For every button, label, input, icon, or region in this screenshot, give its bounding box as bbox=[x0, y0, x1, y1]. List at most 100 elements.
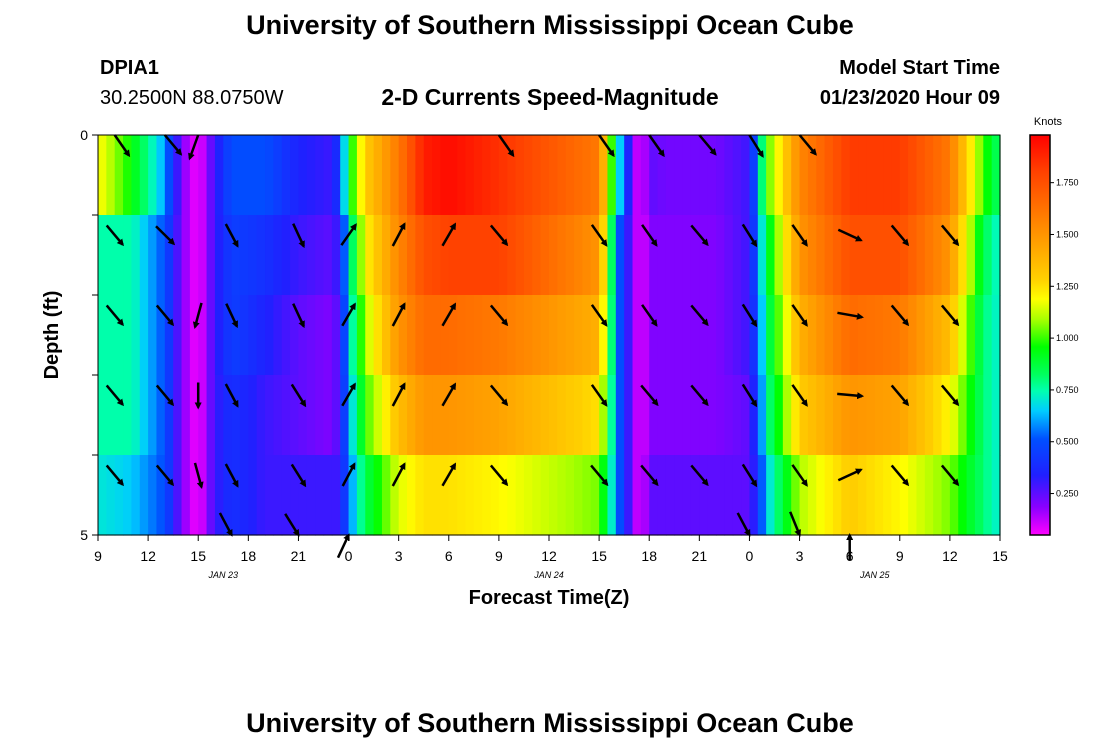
heatmap-cell bbox=[381, 135, 391, 216]
heatmap-cell bbox=[699, 375, 709, 456]
heatmap-cell bbox=[832, 455, 842, 536]
heatmap-cell bbox=[239, 295, 249, 376]
heatmap-cell bbox=[398, 455, 408, 536]
heatmap-cell bbox=[557, 375, 567, 456]
heatmap-cell bbox=[849, 135, 859, 216]
current-vector-arrow bbox=[741, 463, 758, 488]
heatmap-cell bbox=[732, 455, 742, 536]
heatmap-cell bbox=[791, 455, 801, 536]
heatmap-cell bbox=[98, 455, 107, 536]
heatmap-cell bbox=[657, 375, 667, 456]
colorbar-tick-label: 1.750 bbox=[1056, 178, 1079, 188]
heatmap-cell bbox=[457, 455, 467, 536]
heatmap-cell bbox=[874, 455, 884, 536]
heatmap-cell bbox=[448, 135, 458, 216]
heatmap-cell bbox=[782, 295, 792, 376]
heatmap-cell bbox=[590, 135, 600, 216]
heatmap-cell bbox=[181, 295, 191, 376]
heatmap-cell bbox=[214, 375, 224, 456]
heatmap-cell bbox=[716, 455, 725, 536]
heatmap-cell bbox=[206, 295, 216, 376]
heatmap-cell bbox=[206, 375, 216, 456]
heatmap-cell bbox=[448, 295, 458, 376]
heatmap-cell bbox=[741, 455, 751, 536]
heatmap-cell bbox=[949, 375, 959, 456]
heatmap-cell bbox=[340, 295, 350, 376]
heatmap-cell bbox=[123, 215, 133, 296]
heatmap-cell bbox=[699, 295, 709, 376]
heatmap-cell bbox=[407, 375, 416, 456]
heatmap-cell bbox=[807, 135, 817, 216]
x-tick-label: 15 bbox=[190, 548, 206, 564]
heatmap-cell bbox=[189, 295, 199, 376]
x-tick-label: 9 bbox=[94, 548, 102, 564]
heatmap-cell bbox=[356, 455, 366, 536]
current-vector-arrow bbox=[940, 304, 960, 327]
heatmap-cell bbox=[106, 375, 116, 456]
heatmap-cell bbox=[933, 455, 943, 536]
heatmap-cell bbox=[148, 375, 158, 456]
heatmap-cell bbox=[724, 455, 734, 536]
heatmap-cell bbox=[457, 215, 467, 296]
heatmap-cell bbox=[465, 455, 475, 536]
heatmap-cell bbox=[707, 295, 717, 376]
heatmap-cell bbox=[114, 215, 124, 296]
heatmap-cell bbox=[807, 215, 817, 296]
heatmap-cell bbox=[123, 455, 133, 536]
heatmap-cell bbox=[432, 215, 442, 296]
heatmap-cell bbox=[816, 215, 826, 296]
heatmap-cell bbox=[231, 295, 241, 376]
heatmap-cell bbox=[239, 215, 249, 296]
heatmap-cell bbox=[766, 375, 776, 456]
heatmap-cell bbox=[457, 295, 467, 376]
heatmap-cell bbox=[540, 135, 550, 216]
heatmap-cell bbox=[774, 215, 784, 296]
heatmap-cell bbox=[849, 375, 859, 456]
heatmap-cell bbox=[239, 135, 249, 216]
heatmap-cell bbox=[924, 455, 934, 536]
footer-title: University of Southern Mississippi Ocean… bbox=[246, 708, 854, 738]
heatmap-cell bbox=[248, 455, 258, 536]
heatmap-cell bbox=[281, 135, 291, 216]
heatmap-cell bbox=[624, 295, 634, 376]
heatmap-cell bbox=[549, 135, 558, 216]
heatmap-cell bbox=[465, 215, 475, 296]
current-vector-arrow bbox=[890, 304, 910, 327]
heatmap-cell bbox=[306, 455, 316, 536]
current-vector-arrow bbox=[590, 304, 608, 327]
heatmap-cell bbox=[640, 135, 650, 216]
heatmap-cell bbox=[532, 375, 542, 456]
heatmap-cell bbox=[665, 295, 675, 376]
heatmap-cell bbox=[457, 135, 467, 216]
heatmap-cell bbox=[966, 375, 976, 456]
current-vector-arrow bbox=[340, 223, 357, 246]
heatmap-cell bbox=[457, 375, 467, 456]
heatmap-cell bbox=[323, 135, 333, 216]
heatmap-cell bbox=[198, 215, 208, 296]
heatmap-cell bbox=[891, 455, 901, 536]
heatmap-cell bbox=[640, 455, 650, 536]
current-vector-arrow bbox=[341, 462, 356, 487]
heatmap-cell bbox=[164, 135, 174, 216]
colorbar-tick-label: 1.000 bbox=[1056, 333, 1079, 343]
station-coordinates: 30.2500N 88.0750W bbox=[100, 87, 284, 109]
heatmap-cell bbox=[365, 135, 375, 216]
heatmap-cell bbox=[607, 135, 617, 216]
heatmap-cell bbox=[883, 375, 893, 456]
heatmap-cell bbox=[164, 375, 174, 456]
heatmap-cell bbox=[440, 375, 450, 456]
heatmap-cell bbox=[181, 375, 191, 456]
heatmap-cell bbox=[256, 295, 266, 376]
current-vector-arrow bbox=[837, 228, 863, 242]
heatmap-cell bbox=[356, 135, 366, 216]
heatmap-cell bbox=[331, 215, 341, 296]
current-vector-arrow bbox=[391, 462, 406, 487]
x-tick-label: 15 bbox=[591, 548, 607, 564]
heatmap-cell bbox=[448, 215, 458, 296]
heatmap-cell bbox=[365, 375, 375, 456]
heatmap-cell bbox=[315, 215, 325, 296]
colorbar-tick-label: 0.500 bbox=[1056, 437, 1079, 447]
current-vector-arrow bbox=[224, 383, 239, 408]
current-vector-arrow bbox=[188, 134, 200, 161]
